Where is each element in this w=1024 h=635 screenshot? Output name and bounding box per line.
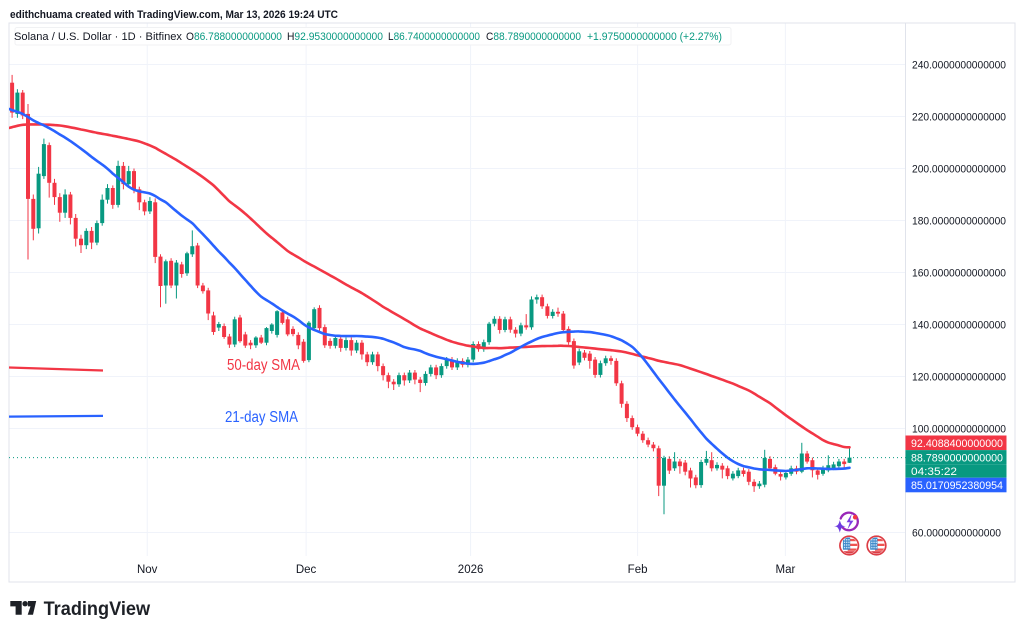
svg-text:Mar: Mar: [775, 564, 795, 576]
svg-text:100.0000000000000: 100.0000000000000: [912, 424, 1006, 436]
svg-text:H92.9530000000000: H92.9530000000000: [287, 31, 383, 43]
svg-text:50-day SMA: 50-day SMA: [227, 357, 301, 374]
svg-text:140.0000000000000: 140.0000000000000: [912, 320, 1006, 332]
svg-text:220.0000000000000: 220.0000000000000: [912, 112, 1006, 124]
svg-text:21-day SMA: 21-day SMA: [225, 409, 299, 426]
svg-text:Dec: Dec: [296, 564, 317, 576]
svg-text:edithchuama created with Tradi: edithchuama created with TradingView.com…: [10, 9, 338, 21]
svg-text:240.0000000000000: 240.0000000000000: [912, 60, 1006, 72]
svg-text:TradingView: TradingView: [44, 598, 151, 620]
svg-text:120.0000000000000: 120.0000000000000: [912, 372, 1006, 384]
svg-text:C88.7890000000000: C88.7890000000000: [486, 31, 581, 43]
svg-text:200.0000000000000: 200.0000000000000: [912, 164, 1006, 176]
svg-text:85.0170952380954: 85.0170952380954: [911, 480, 1003, 492]
svg-text:+1.9750000000000 (+2.27%): +1.9750000000000 (+2.27%): [587, 31, 722, 43]
svg-text:92.4088400000000: 92.4088400000000: [911, 438, 1003, 450]
svg-text:180.0000000000000: 180.0000000000000: [912, 216, 1006, 228]
svg-text:04:35:22: 04:35:22: [911, 466, 957, 478]
svg-text:Nov: Nov: [137, 564, 158, 576]
svg-text:O86.7880000000000: O86.7880000000000: [186, 31, 282, 43]
svg-text:Feb: Feb: [628, 564, 648, 576]
svg-text:88.7890000000000: 88.7890000000000: [911, 452, 1003, 464]
svg-text:Solana / U.S. Dollar · 1D · Bi: Solana / U.S. Dollar · 1D · Bitfinex: [14, 31, 182, 43]
svg-text:2026: 2026: [458, 564, 484, 576]
svg-text:60.0000000000000: 60.0000000000000: [912, 528, 1001, 540]
svg-text:160.0000000000000: 160.0000000000000: [912, 268, 1006, 280]
svg-text:L86.7400000000000: L86.7400000000000: [388, 31, 480, 43]
